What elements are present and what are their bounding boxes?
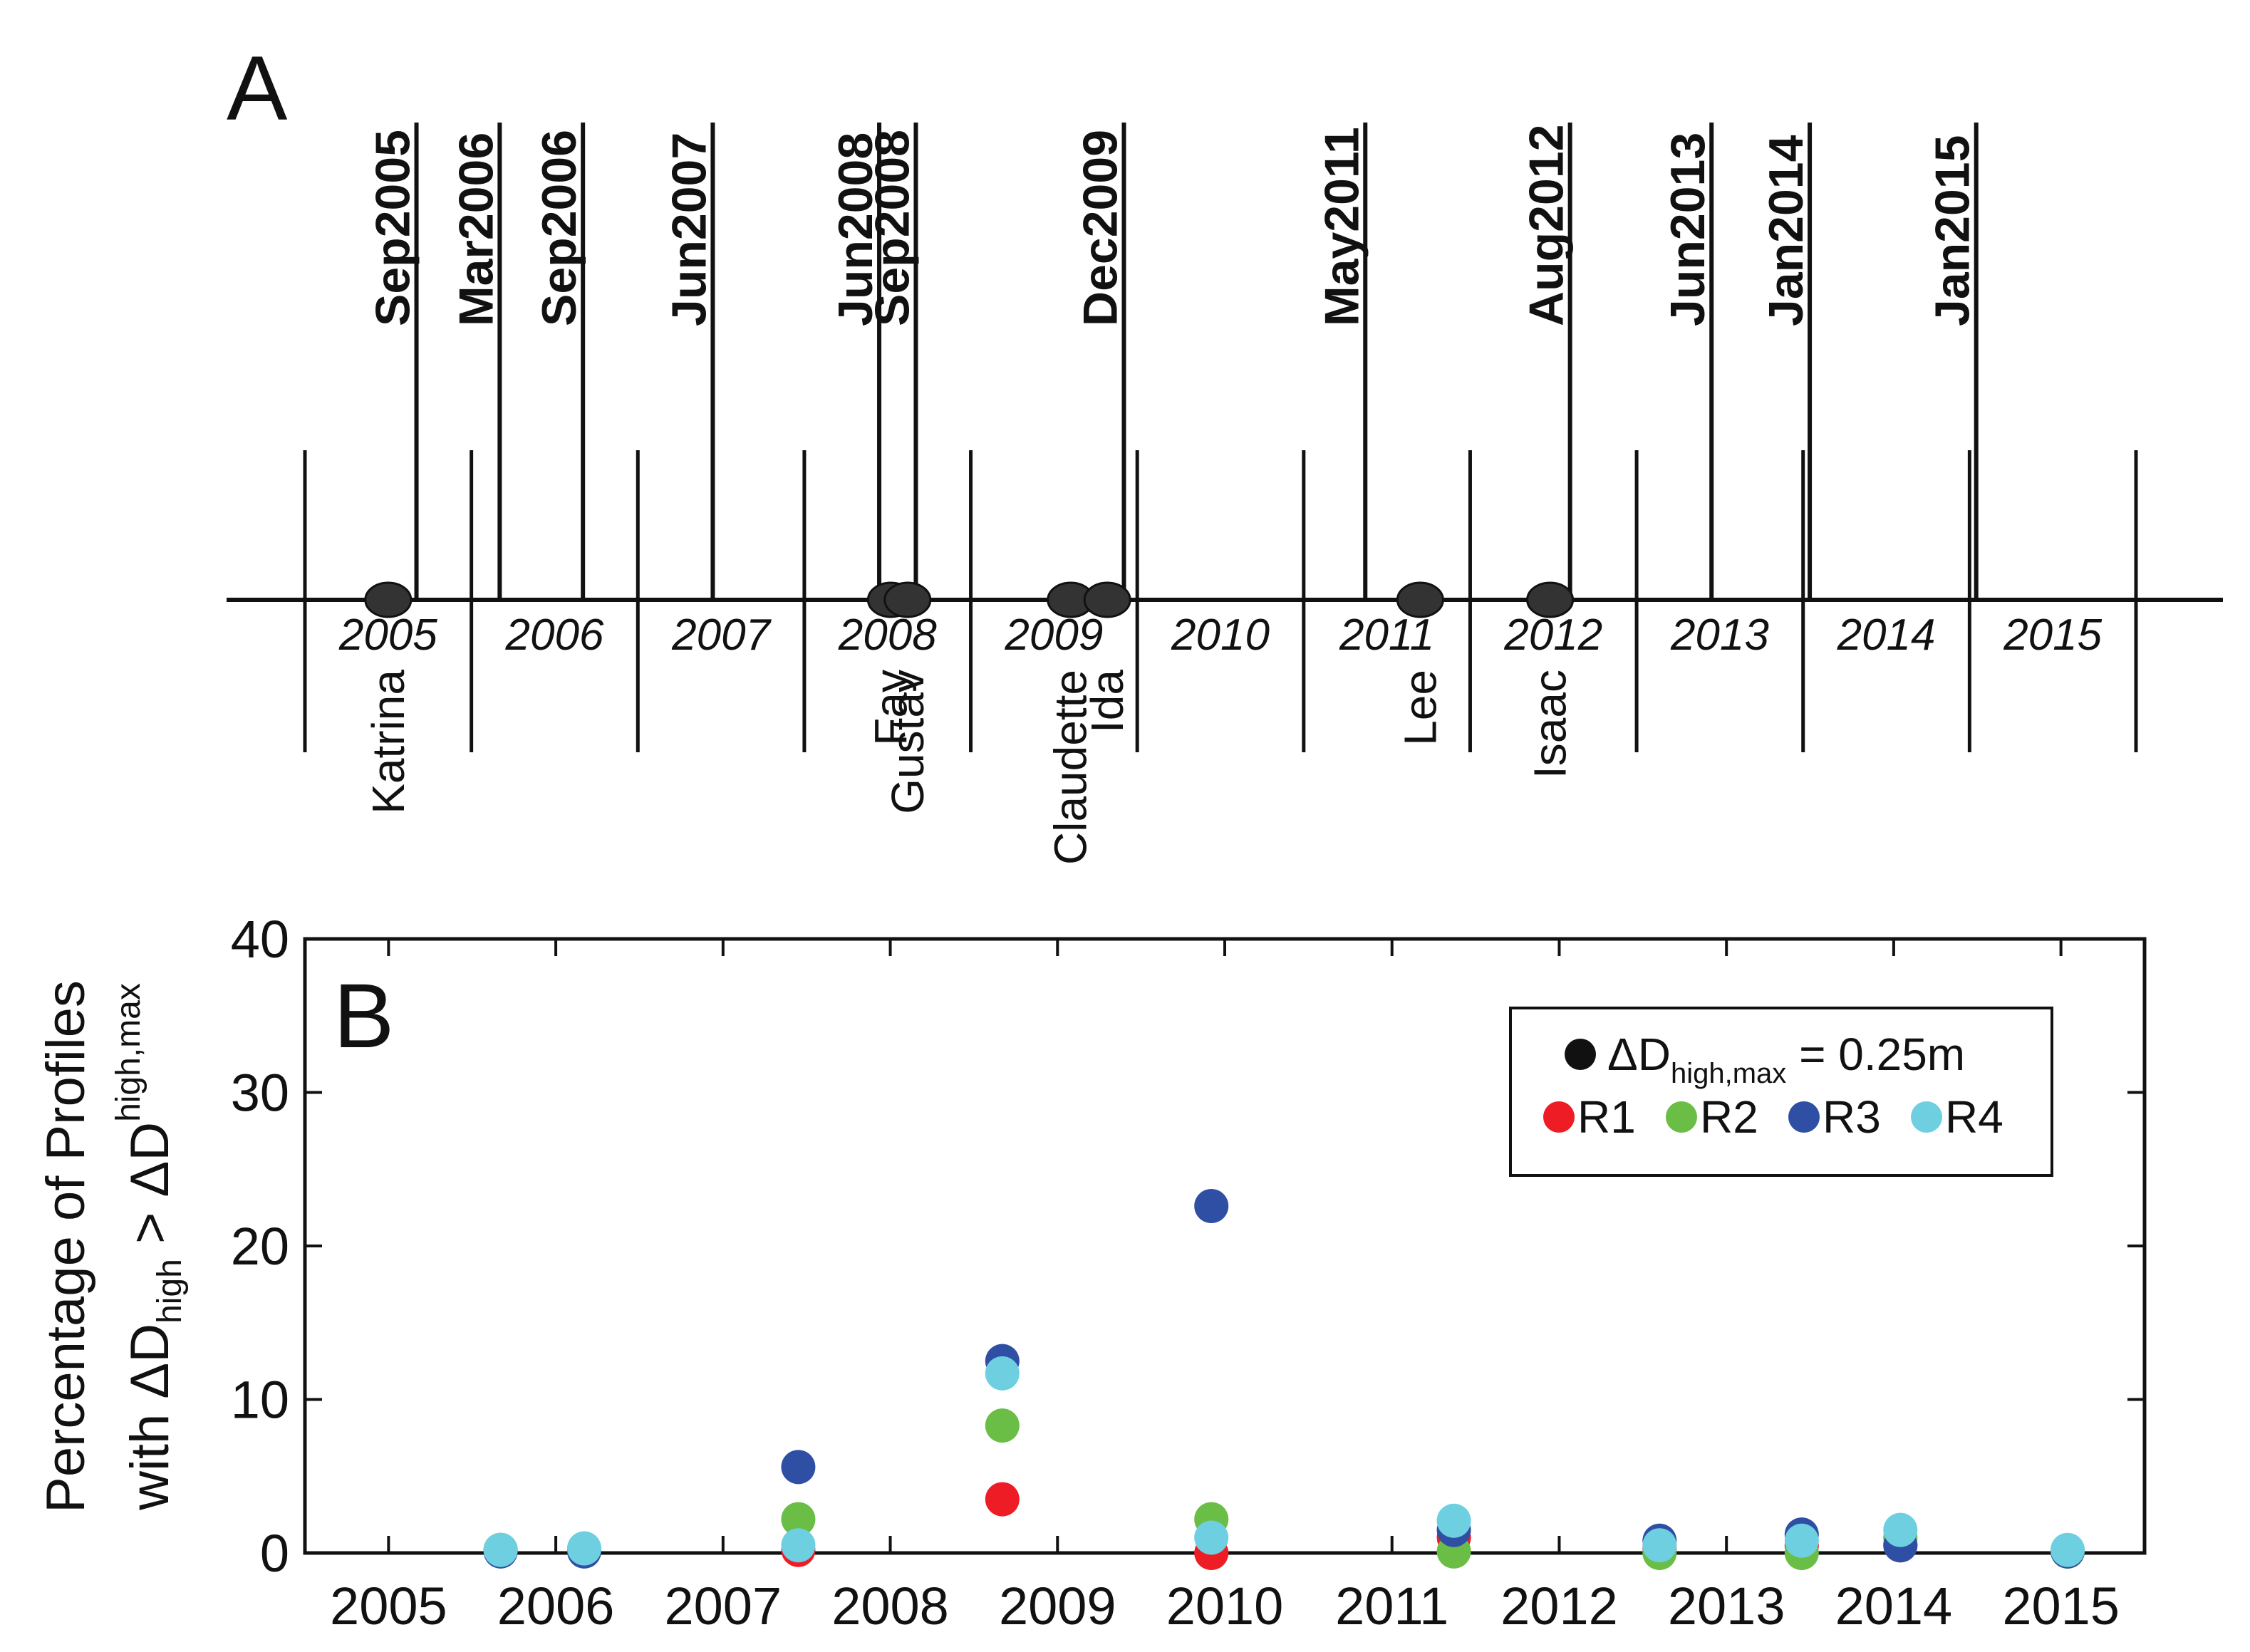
ylabel-line2: with ΔDhigh > ΔDhigh,max (110, 983, 189, 1511)
survey-label-jun2008: Jun2008 (829, 133, 883, 326)
panel-b-letter: B (333, 965, 394, 1067)
survey-label-may2011: May2011 (1315, 127, 1369, 326)
x-tick-label-2006: 2006 (497, 1576, 615, 1636)
storm-label-lee: Lee (1394, 670, 1446, 746)
point-r4-5 (1436, 1503, 1471, 1538)
point-r4-1 (566, 1531, 601, 1566)
survey-label-sep2005: Sep2005 (366, 130, 420, 326)
y-tick-label-30: 30 (231, 1064, 289, 1123)
x-tick-label-2011: 2011 (1335, 1576, 1448, 1636)
point-r4-6 (1642, 1528, 1677, 1563)
year-labels: 2005 2006 2007 2008 2009 2010 2011 2012 2013 2014… (338, 611, 2103, 660)
storm-marker-lee (1396, 581, 1444, 618)
point-r4-7 (1784, 1523, 1819, 1558)
panel-b-chart: B 0 10 20 30 40 2005 2006 2007 2008 2009 2010 2011… (36, 910, 2147, 1636)
storm-label-fay: Fay (865, 670, 916, 746)
x-tick-label-2008: 2008 (831, 1576, 949, 1636)
storm-label-ida: Ida (1082, 670, 1133, 733)
legend-threshold-marker (1565, 1039, 1596, 1070)
year-label-2014: 2014 (1837, 611, 1936, 660)
survey-label-mar2006: Mar2006 (449, 133, 503, 326)
legend-label-r2: R2 (1700, 1091, 1758, 1143)
year-label-2006: 2006 (504, 611, 603, 660)
y-tick-label-0: 0 (260, 1524, 289, 1583)
point-r3-2 (781, 1450, 816, 1485)
y-axis-ticks: 0 10 20 30 40 (231, 910, 2145, 1583)
year-label-2007: 2007 (671, 611, 772, 660)
year-label-2008: 2008 (838, 611, 937, 660)
x-tick-label-2012: 2012 (1500, 1576, 1618, 1636)
panel-a-timeline: A 2005 2006 2007 2008 2009 2010 2011 2012 2013 20… (227, 38, 2223, 865)
ylabel-line1: Percentage of Profiles (36, 980, 96, 1513)
legend-box (1509, 1007, 2053, 1177)
storm-marker-ida (1083, 581, 1131, 618)
storm-marker-katrina (364, 581, 413, 618)
survey-label-sep2008: Sep2008 (865, 130, 919, 326)
legend-marker-r2 (1666, 1101, 1697, 1133)
point-r3-4 (1194, 1188, 1229, 1223)
x-tick-label-2007: 2007 (665, 1576, 782, 1636)
point-r4-3 (985, 1356, 1020, 1391)
year-label-2009: 2009 (1004, 611, 1103, 660)
legend-label-r1: R1 (1577, 1091, 1636, 1143)
y-tick-label-40: 40 (231, 910, 289, 969)
y-tick-label-10: 10 (231, 1371, 289, 1430)
point-r2-3 (985, 1408, 1020, 1443)
survey-label-jan2014: Jan2014 (1759, 135, 1813, 326)
legend-label-r3: R3 (1823, 1091, 1881, 1143)
x-tick-label-2005: 2005 (330, 1576, 447, 1636)
storm-label-claudette: Claudette (1045, 670, 1097, 865)
x-tick-label-2014: 2014 (1835, 1576, 1953, 1636)
point-r4-8 (1883, 1512, 1918, 1547)
survey-label-aug2012: Aug2012 (1520, 125, 1574, 326)
storm-label-katrina: Katrina (363, 670, 414, 814)
survey-label-jan2015: Jan2015 (1926, 135, 1980, 326)
y-axis-label: Percentage of Profiles with ΔDhigh > ΔDh… (36, 980, 189, 1513)
survey-label-jun2013: Jun2013 (1661, 133, 1715, 326)
legend-marker-r3 (1788, 1101, 1820, 1133)
storm-label-gustav: Gustav (882, 670, 933, 814)
point-r1-3 (985, 1482, 1020, 1517)
scatter-points (483, 1188, 2085, 1570)
y-tick-label-20: 20 (231, 1217, 289, 1276)
year-label-2011: 2011 (1339, 611, 1434, 660)
point-r4-0 (483, 1532, 518, 1567)
survey-lines: Sep2005 Mar2006 Sep2006 Jun2007 Jun2008Sep20… (366, 123, 1980, 600)
year-boundaries (303, 450, 2138, 752)
point-r2-2 (781, 1502, 816, 1537)
x-tick-label-2009: 2009 (999, 1576, 1116, 1636)
legend-marker-r4 (1911, 1101, 1942, 1133)
storm-marker-isaac (1526, 581, 1575, 618)
point-r4-2 (781, 1528, 816, 1563)
x-axis-ticks: 2005 2006 2007 2008 2009 2010 2011 2012 2013 2014… (330, 939, 2120, 1636)
year-label-2010: 2010 (1171, 611, 1270, 660)
year-label-2005: 2005 (338, 611, 437, 660)
storm-label-isaac: Isaac (1525, 670, 1576, 779)
panel-a-letter: A (227, 38, 288, 140)
point-r4-4 (1194, 1520, 1229, 1555)
x-tick-label-2010: 2010 (1166, 1576, 1284, 1636)
year-label-2015: 2015 (2003, 611, 2102, 660)
legend-series: R1 R2 R3 R4 (1543, 1091, 2003, 1143)
point-r4-9 (2051, 1532, 2085, 1567)
legend-threshold-text: ΔDhigh,max = 0.25m (1607, 1029, 1965, 1089)
x-tick-label-2013: 2013 (1668, 1576, 1785, 1636)
legend-label-r4: R4 (1945, 1091, 2003, 1143)
legend-marker-r1 (1543, 1101, 1575, 1133)
legend: ΔDhigh,max = 0.25m R1 R2 R3 R4 (1509, 1007, 2053, 1177)
x-tick-label-2015: 2015 (2002, 1576, 2120, 1636)
survey-label-jun2007: Jun2007 (662, 133, 716, 326)
year-label-2012: 2012 (1503, 611, 1602, 660)
survey-label-sep2006: Sep2006 (532, 130, 586, 326)
survey-label-dec2009: Dec2009 (1073, 130, 1127, 326)
year-label-2013: 2013 (1670, 611, 1769, 660)
storm-marker-gustav (883, 581, 932, 618)
